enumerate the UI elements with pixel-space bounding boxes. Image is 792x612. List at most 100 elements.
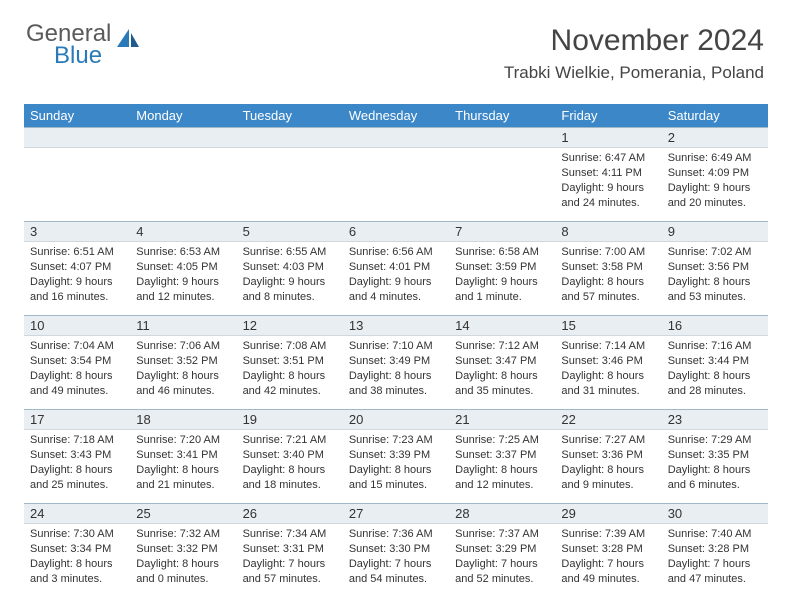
daylight-text-1: Daylight: 9 hours (455, 275, 549, 290)
day-content: Sunrise: 6:56 AMSunset: 4:01 PMDaylight:… (343, 242, 449, 306)
daylight-text-1: Daylight: 7 hours (243, 557, 337, 572)
sunrise-text: Sunrise: 6:51 AM (30, 245, 124, 260)
calendar-week-row: 3Sunrise: 6:51 AMSunset: 4:07 PMDaylight… (24, 222, 768, 316)
day-number-bar: 17 (24, 410, 130, 430)
weekday-header: Saturday (662, 104, 768, 128)
calendar-header-row: SundayMondayTuesdayWednesdayThursdayFrid… (24, 104, 768, 128)
weekday-header: Wednesday (343, 104, 449, 128)
sunrise-text: Sunrise: 7:21 AM (243, 433, 337, 448)
sunrise-text: Sunrise: 7:12 AM (455, 339, 549, 354)
day-number-bar: 25 (130, 504, 236, 524)
day-number-bar: 27 (343, 504, 449, 524)
daylight-text-1: Daylight: 7 hours (349, 557, 443, 572)
day-number-bar: 30 (662, 504, 768, 524)
sunset-text: Sunset: 4:09 PM (668, 166, 762, 181)
daylight-text-2: and 57 minutes. (561, 290, 655, 305)
calendar-cell: 11Sunrise: 7:06 AMSunset: 3:52 PMDayligh… (130, 316, 236, 410)
calendar-cell: 19Sunrise: 7:21 AMSunset: 3:40 PMDayligh… (237, 410, 343, 504)
day-content: Sunrise: 7:39 AMSunset: 3:28 PMDaylight:… (555, 524, 661, 588)
daylight-text-1: Daylight: 9 hours (136, 275, 230, 290)
daylight-text-2: and 1 minute. (455, 290, 549, 305)
day-number-bar: 7 (449, 222, 555, 242)
day-content: Sunrise: 7:34 AMSunset: 3:31 PMDaylight:… (237, 524, 343, 588)
day-content: Sunrise: 7:00 AMSunset: 3:58 PMDaylight:… (555, 242, 661, 306)
weekday-header: Sunday (24, 104, 130, 128)
calendar-week-row: 24Sunrise: 7:30 AMSunset: 3:34 PMDayligh… (24, 504, 768, 598)
day-content: Sunrise: 7:12 AMSunset: 3:47 PMDaylight:… (449, 336, 555, 400)
daylight-text-1: Daylight: 8 hours (243, 463, 337, 478)
sunrise-text: Sunrise: 7:02 AM (668, 245, 762, 260)
daylight-text-2: and 15 minutes. (349, 478, 443, 493)
sunset-text: Sunset: 3:35 PM (668, 448, 762, 463)
daylight-text-2: and 4 minutes. (349, 290, 443, 305)
calendar-week-row: 17Sunrise: 7:18 AMSunset: 3:43 PMDayligh… (24, 410, 768, 504)
calendar-cell (237, 128, 343, 222)
calendar-cell: 20Sunrise: 7:23 AMSunset: 3:39 PMDayligh… (343, 410, 449, 504)
day-content (343, 148, 449, 208)
day-number-bar: 23 (662, 410, 768, 430)
daylight-text-2: and 6 minutes. (668, 478, 762, 493)
day-content: Sunrise: 7:18 AMSunset: 3:43 PMDaylight:… (24, 430, 130, 494)
day-content: Sunrise: 7:06 AMSunset: 3:52 PMDaylight:… (130, 336, 236, 400)
sunset-text: Sunset: 3:28 PM (561, 542, 655, 557)
day-number-bar: 9 (662, 222, 768, 242)
day-content: Sunrise: 7:16 AMSunset: 3:44 PMDaylight:… (662, 336, 768, 400)
day-number-bar: 3 (24, 222, 130, 242)
day-content: Sunrise: 6:53 AMSunset: 4:05 PMDaylight:… (130, 242, 236, 306)
daylight-text-2: and 53 minutes. (668, 290, 762, 305)
daylight-text-1: Daylight: 9 hours (30, 275, 124, 290)
day-content: Sunrise: 7:08 AMSunset: 3:51 PMDaylight:… (237, 336, 343, 400)
day-content: Sunrise: 7:37 AMSunset: 3:29 PMDaylight:… (449, 524, 555, 588)
calendar-week-row: 10Sunrise: 7:04 AMSunset: 3:54 PMDayligh… (24, 316, 768, 410)
calendar-week-row: 1Sunrise: 6:47 AMSunset: 4:11 PMDaylight… (24, 128, 768, 222)
daylight-text-1: Daylight: 7 hours (668, 557, 762, 572)
day-number-bar: 10 (24, 316, 130, 336)
header-right: November 2024 Trabki Wielkie, Pomerania,… (504, 24, 764, 83)
day-content: Sunrise: 7:32 AMSunset: 3:32 PMDaylight:… (130, 524, 236, 588)
day-content: Sunrise: 7:21 AMSunset: 3:40 PMDaylight:… (237, 430, 343, 494)
calendar-body: 1Sunrise: 6:47 AMSunset: 4:11 PMDaylight… (24, 128, 768, 598)
day-content: Sunrise: 7:27 AMSunset: 3:36 PMDaylight:… (555, 430, 661, 494)
location-text: Trabki Wielkie, Pomerania, Poland (504, 63, 764, 83)
daylight-text-1: Daylight: 8 hours (30, 463, 124, 478)
sunrise-text: Sunrise: 7:00 AM (561, 245, 655, 260)
day-content: Sunrise: 6:55 AMSunset: 4:03 PMDaylight:… (237, 242, 343, 306)
daylight-text-1: Daylight: 8 hours (455, 463, 549, 478)
daylight-text-1: Daylight: 8 hours (136, 369, 230, 384)
day-number-bar (343, 128, 449, 148)
day-number-bar: 13 (343, 316, 449, 336)
daylight-text-2: and 0 minutes. (136, 572, 230, 587)
daylight-text-2: and 35 minutes. (455, 384, 549, 399)
calendar-cell: 30Sunrise: 7:40 AMSunset: 3:28 PMDayligh… (662, 504, 768, 598)
calendar-cell: 21Sunrise: 7:25 AMSunset: 3:37 PMDayligh… (449, 410, 555, 504)
sunset-text: Sunset: 3:59 PM (455, 260, 549, 275)
sunrise-text: Sunrise: 7:04 AM (30, 339, 124, 354)
sunset-text: Sunset: 4:01 PM (349, 260, 443, 275)
day-number-bar: 26 (237, 504, 343, 524)
sunrise-text: Sunrise: 7:10 AM (349, 339, 443, 354)
day-number-bar: 1 (555, 128, 661, 148)
daylight-text-1: Daylight: 8 hours (349, 463, 443, 478)
daylight-text-2: and 28 minutes. (668, 384, 762, 399)
calendar-cell: 24Sunrise: 7:30 AMSunset: 3:34 PMDayligh… (24, 504, 130, 598)
day-content: Sunrise: 7:23 AMSunset: 3:39 PMDaylight:… (343, 430, 449, 494)
daylight-text-2: and 25 minutes. (30, 478, 124, 493)
weekday-header: Monday (130, 104, 236, 128)
daylight-text-2: and 9 minutes. (561, 478, 655, 493)
calendar-cell: 7Sunrise: 6:58 AMSunset: 3:59 PMDaylight… (449, 222, 555, 316)
daylight-text-2: and 18 minutes. (243, 478, 337, 493)
day-number-bar: 28 (449, 504, 555, 524)
day-content: Sunrise: 6:49 AMSunset: 4:09 PMDaylight:… (662, 148, 768, 212)
day-content: Sunrise: 7:10 AMSunset: 3:49 PMDaylight:… (343, 336, 449, 400)
day-content (449, 148, 555, 208)
sunset-text: Sunset: 3:46 PM (561, 354, 655, 369)
daylight-text-1: Daylight: 8 hours (136, 463, 230, 478)
day-number-bar: 29 (555, 504, 661, 524)
day-content: Sunrise: 7:04 AMSunset: 3:54 PMDaylight:… (24, 336, 130, 400)
day-content: Sunrise: 7:40 AMSunset: 3:28 PMDaylight:… (662, 524, 768, 588)
daylight-text-2: and 20 minutes. (668, 196, 762, 211)
sunrise-text: Sunrise: 7:08 AM (243, 339, 337, 354)
calendar-cell: 23Sunrise: 7:29 AMSunset: 3:35 PMDayligh… (662, 410, 768, 504)
sunset-text: Sunset: 3:37 PM (455, 448, 549, 463)
day-number-bar: 5 (237, 222, 343, 242)
